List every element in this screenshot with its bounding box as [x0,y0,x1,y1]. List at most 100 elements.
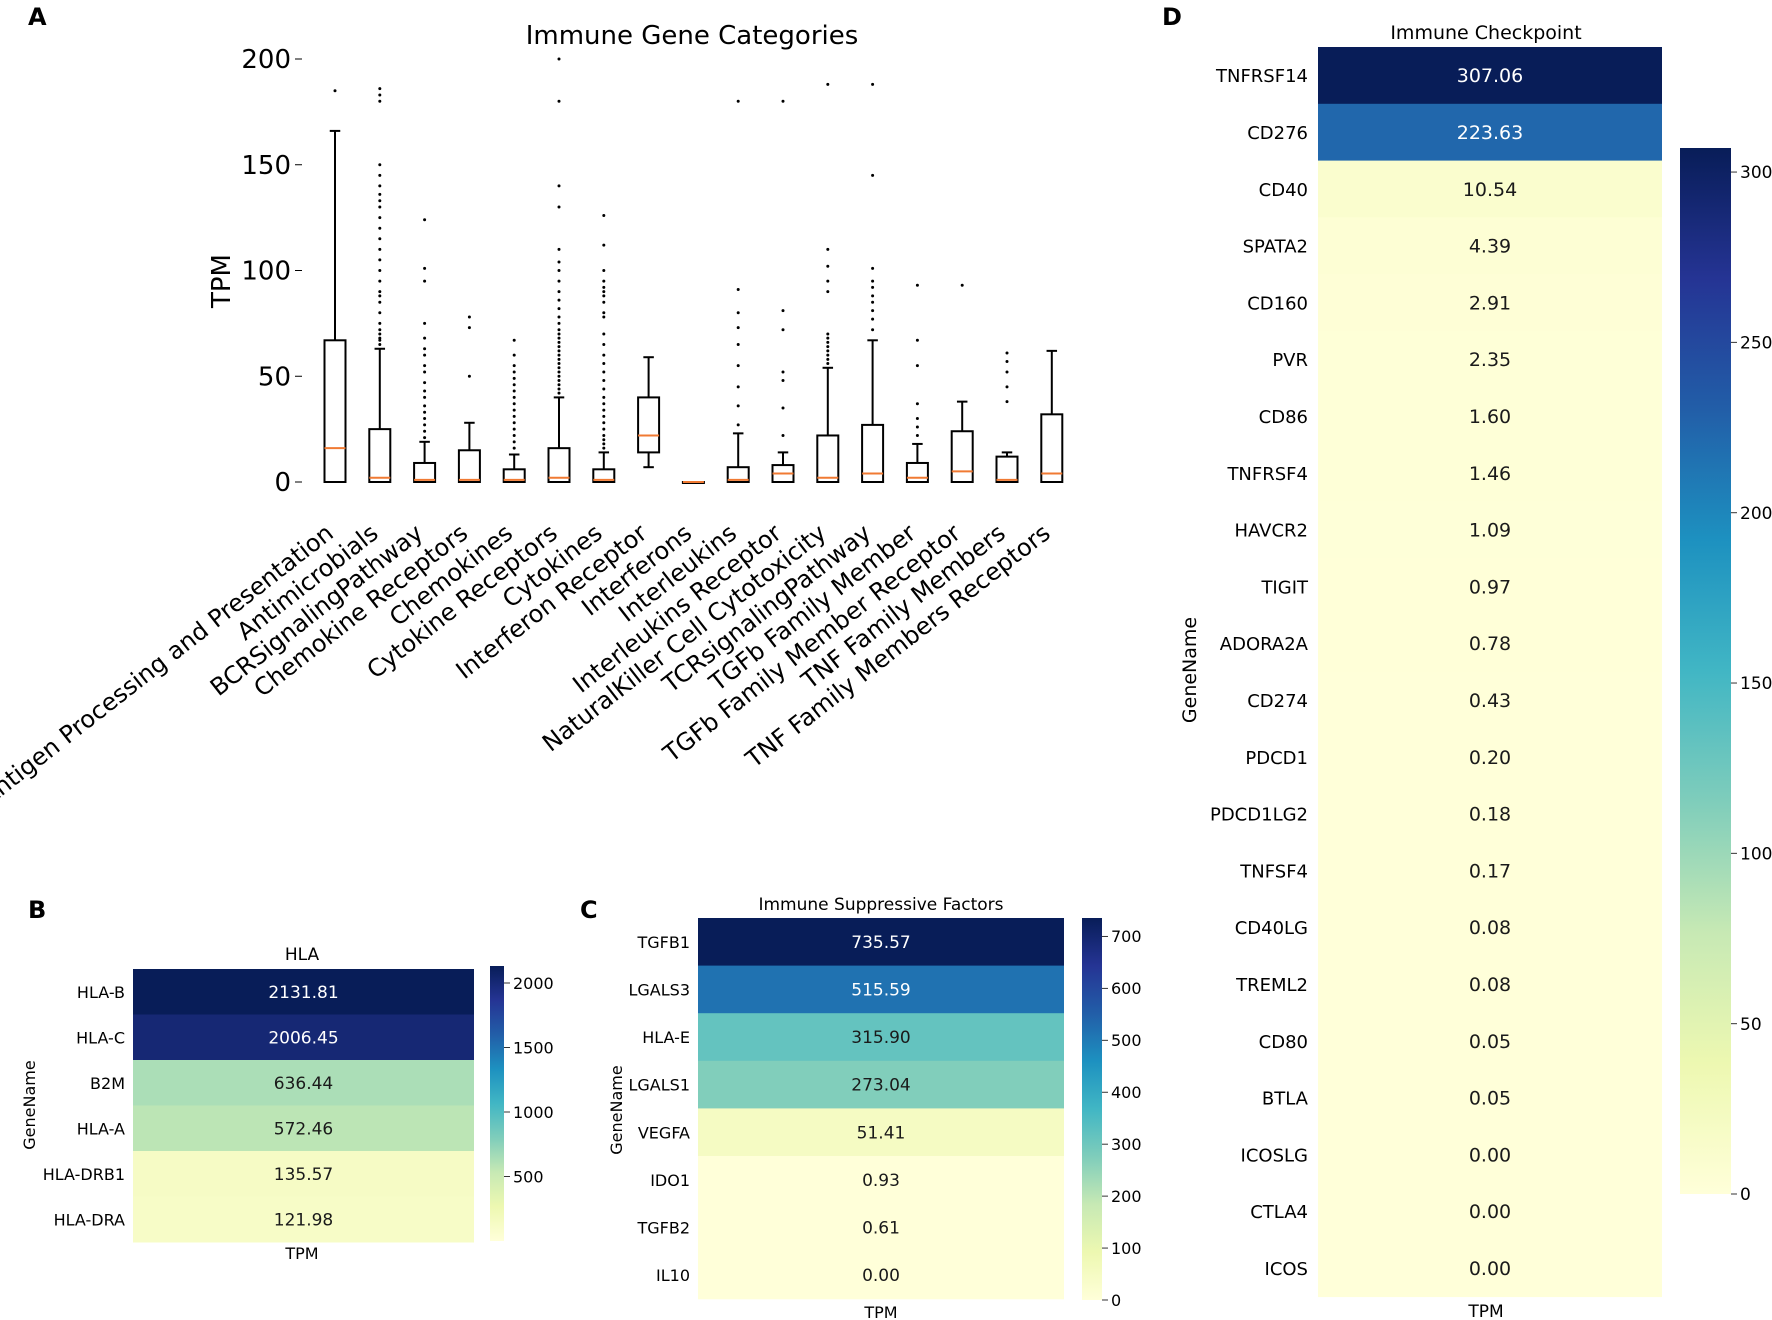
heatmap-checkpoint-cell [1318,501,1662,559]
heatmap-checkpoint-row-label: PVR [1272,350,1308,371]
boxplot-outlier-point [826,264,830,268]
heatmap-hla-cell-value: 121.98 [274,1210,333,1230]
heatmap-suppressive-row-label: IL10 [656,1266,690,1285]
heatmap-suppressive-cell [698,1203,1064,1252]
heatmap-hla-cell [133,1060,474,1106]
boxplot-box [950,430,974,483]
heatmap-checkpoint-cell-value: 1.46 [1469,463,1511,485]
boxplot-outlier-point [602,285,606,289]
boxplot-outlier-point [871,317,875,321]
heatmap-suppressive-cell-value: 273.04 [851,1076,910,1096]
boxplot-outlier-point [557,315,561,319]
boxplot-outlier-point [602,387,606,391]
heatmap-hla: HLA 2131.81 HLA-B 2006.45 HLA-C 636.44 B2M 572… [20,945,554,1263]
boxplot-outlier-point [781,370,785,374]
boxplot-outlier-point [423,429,427,433]
boxplot-outlier-point [557,366,561,370]
boxplot-outlier-point [557,290,561,294]
heatmap-checkpoint-cell-value: 0.05 [1469,1088,1511,1110]
boxplot-outlier-point [826,349,830,353]
heatmap-suppressive-cell [698,965,1064,1014]
boxplot-box [457,449,481,483]
boxplot-outlier-point [871,82,875,86]
boxplot-outlier-point [378,290,382,294]
boxplot-outlier-point [557,269,561,272]
heatmap-checkpoint-row-label: SPATA2 [1243,237,1308,258]
boxplot-outlier-point [826,357,830,361]
heatmap-hla-colorbar [490,966,504,1241]
heatmap-hla-row-label: HLA-C [76,1028,125,1047]
boxplot-outlier-point [378,336,382,340]
heatmap-checkpoint-cell [1318,842,1662,900]
boxplot-outlier-point [781,406,785,410]
heatmap-checkpoint-cell-value: 0.05 [1469,1031,1511,1053]
boxplot-outlier-point [378,226,382,230]
boxplot-outlier-point [557,383,561,387]
heatmap-suppressive-row-label: VEGFA [638,1123,690,1142]
boxplot-outlier-point [826,345,830,349]
boxplot-outlier-point [378,338,382,342]
heatmap-checkpoint-cell-value: 0.08 [1469,917,1511,939]
boxplot-box [637,396,661,454]
heatmap-suppressive-colorbar-label: 100 [1111,1239,1142,1258]
boxplot-outlier-point [557,378,561,382]
boxplot-outlier-point [915,283,919,287]
boxplot-outlier-point [826,336,830,340]
boxplot-outlier-point [378,294,382,298]
heatmap-checkpoint-row-label: CD40 [1259,180,1308,201]
heatmap-hla-cell-value: 636.44 [274,1074,333,1094]
boxplot-outlier-point [736,326,740,330]
heatmap-checkpoint-cell [1318,217,1662,275]
boxplot-outlier-point [423,353,427,357]
heatmap-hla-cell-value: 2131.81 [268,983,338,1003]
heatmap-checkpoint-cell-value: 2.91 [1469,292,1511,314]
boxplot-box [816,434,840,483]
heatmap-checkpoint-cell-value: 0.08 [1469,974,1511,996]
boxplot-y-tick-label: 200 [241,45,291,75]
heatmap-checkpoint-cell [1318,331,1662,389]
panel-label-b: B [28,896,46,924]
heatmap-hla-cell [133,1151,474,1197]
boxplot-outlier-point [378,216,382,220]
boxplot-outlier-point [333,89,337,93]
boxplot-outlier-point [512,414,516,418]
heatmap-suppressive-row-label: TGFB2 [636,1219,690,1238]
boxplot-outlier-point [915,338,919,342]
boxplot-outlier-point [378,258,382,262]
heatmap-checkpoint-row-label: TREML2 [1235,975,1308,996]
heatmap-checkpoint-row-label: TNFSF4 [1239,861,1308,882]
heatmap-checkpoint-cell [1318,615,1662,673]
heatmap-hla-row-label: HLA-DRA [54,1210,125,1229]
boxplot-box [1040,413,1064,484]
heatmap-checkpoint-row-label: CTLA4 [1250,1202,1308,1223]
heatmap-checkpoint-colorbar-label: 300 [1740,163,1772,183]
boxplot-outlier-point [378,173,382,177]
boxplot-outlier-point [602,311,606,315]
boxplot-outlier-point [557,387,561,391]
boxplot-outlier-point [781,309,785,313]
heatmap-suppressive-x-label: TPM [863,1303,897,1320]
boxplot-outlier-point [915,402,919,406]
heatmap-checkpoint-cell [1318,728,1662,786]
heatmap-checkpoint-row-label: ICOSLG [1241,1145,1308,1166]
heatmap-checkpoint-cell [1318,444,1662,502]
boxplot-outlier-point [602,362,606,366]
boxplot-outlier-point [557,357,561,361]
heatmap-checkpoint-cell [1318,1183,1662,1241]
boxplot-outlier-point [602,315,606,319]
boxplot-outlier-point [602,433,606,437]
heatmap-checkpoint-cell [1318,955,1662,1014]
boxplot-outlier-point [467,315,471,319]
panel-label-d: D [1162,3,1182,31]
heatmap-checkpoint-cell-value: 1.60 [1469,406,1511,428]
boxplot-outlier-point [512,421,516,425]
boxplot-outlier-point [602,395,606,399]
boxplot-outlier-point [915,417,919,421]
boxplot-outlier-point [736,423,740,427]
boxplot-outlier-point [557,332,561,336]
heatmap-suppressive-cell [698,1156,1064,1205]
boxplot-outlier-point [378,279,382,283]
heatmap-checkpoint-row-label: CD80 [1259,1032,1308,1053]
heatmap-suppressive-cell-value: 0.93 [862,1171,900,1191]
heatmap-checkpoint-row-label: CD274 [1247,691,1308,712]
